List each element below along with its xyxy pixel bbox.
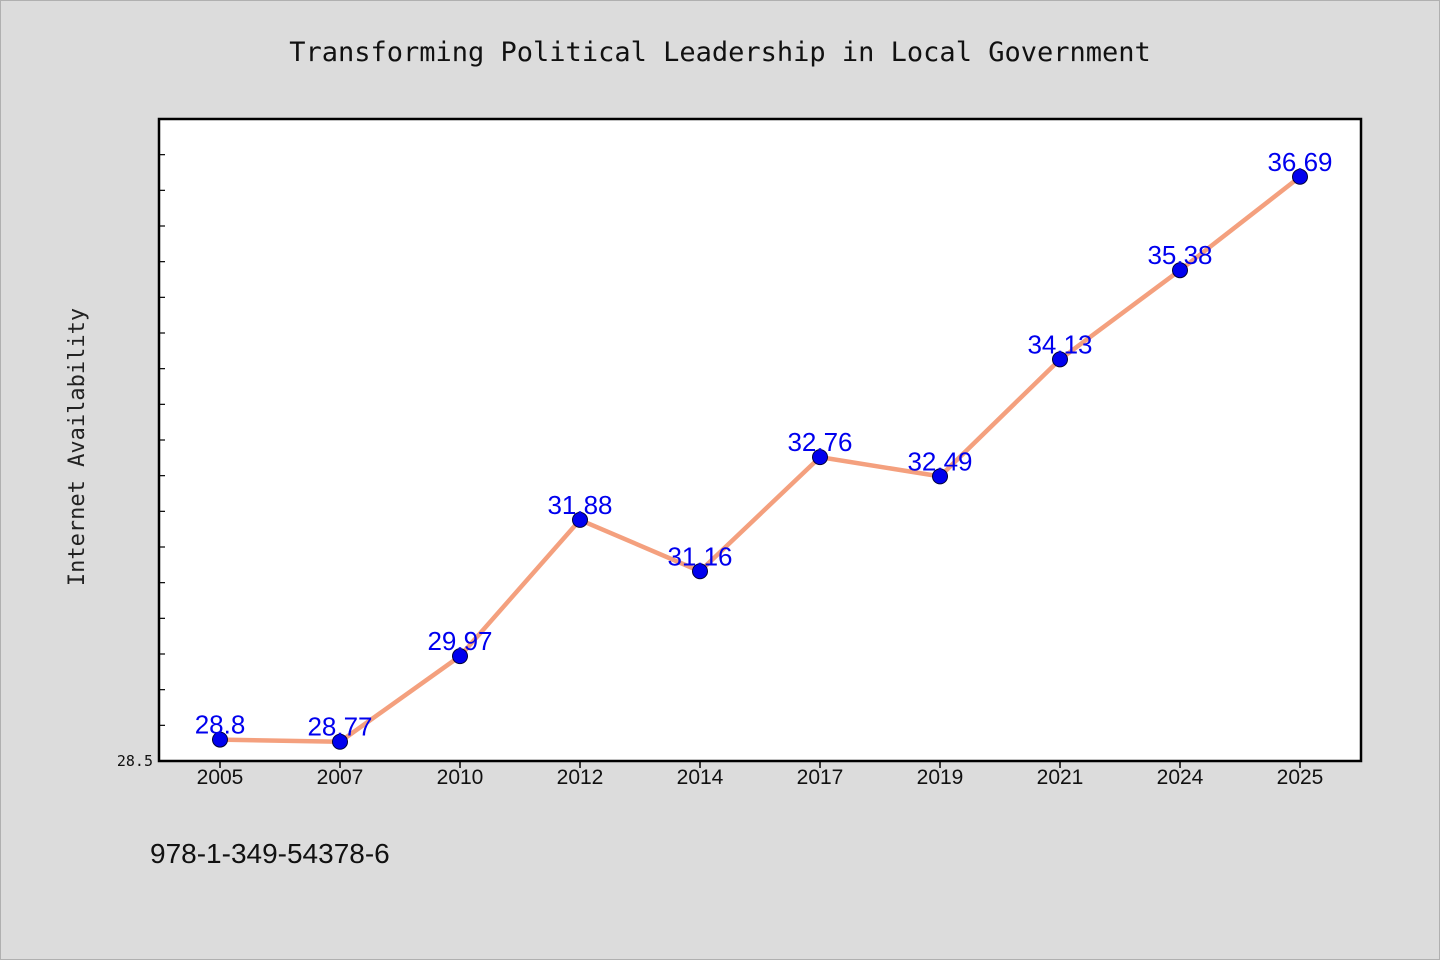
data-labels: 28.8 28.77 29.97 31.88 31.16 32.76 32.49 34.13 3… bbox=[195, 147, 1333, 742]
data-label: 28.8 bbox=[195, 710, 246, 740]
x-tick-label: 2010 bbox=[437, 766, 484, 789]
x-tick-label: 2005 bbox=[197, 766, 244, 789]
series-markers bbox=[212, 168, 1308, 750]
data-point bbox=[212, 731, 228, 748]
x-tick-label: 2021 bbox=[1037, 766, 1084, 789]
x-tick-label: 2012 bbox=[557, 766, 604, 789]
data-point bbox=[932, 468, 948, 485]
data-label: 31.16 bbox=[667, 541, 732, 571]
x-tick-label: 2019 bbox=[917, 766, 964, 789]
x-tick-label: 2014 bbox=[677, 766, 724, 789]
x-tick-label: 2025 bbox=[1277, 766, 1324, 789]
x-tick-label: 2007 bbox=[317, 766, 364, 789]
x-tick-label: 2024 bbox=[1157, 766, 1204, 789]
data-point bbox=[1172, 262, 1188, 279]
series-line bbox=[219, 175, 1302, 744]
y-axis-ticks bbox=[159, 154, 165, 726]
y-tick-label: 28.5 bbox=[117, 752, 153, 770]
data-point bbox=[812, 449, 828, 466]
y-axis-tick-labels: 28.5 bbox=[117, 752, 153, 770]
data-point bbox=[332, 733, 348, 750]
data-label: 32.49 bbox=[907, 446, 972, 476]
data-label: 36.69 bbox=[1267, 147, 1332, 177]
data-label: 32.76 bbox=[787, 427, 852, 457]
series-line-group bbox=[219, 175, 1302, 744]
footer-isbn: 978-1-349-54378-6 bbox=[150, 838, 390, 869]
data-label: 35.38 bbox=[1147, 240, 1212, 270]
data-point bbox=[452, 648, 468, 665]
data-point bbox=[1292, 168, 1308, 185]
data-label: 31.88 bbox=[547, 490, 612, 520]
data-point bbox=[1052, 351, 1068, 368]
data-label: 34.13 bbox=[1027, 329, 1092, 359]
data-point bbox=[692, 563, 708, 580]
data-point bbox=[572, 511, 588, 528]
plot-area bbox=[157, 117, 1363, 763]
x-tick-label: 2017 bbox=[797, 766, 844, 789]
y-axis-label: Internet Availability bbox=[65, 308, 90, 586]
x-axis-ticks: 2005 2007 2010 2012 2014 2017 2019 2021 2024 2025 bbox=[197, 761, 1324, 789]
data-label: 28.77 bbox=[307, 712, 372, 742]
chart-title: Transforming Political Leadership in Loc… bbox=[289, 37, 1151, 68]
data-label: 29.97 bbox=[427, 626, 492, 656]
